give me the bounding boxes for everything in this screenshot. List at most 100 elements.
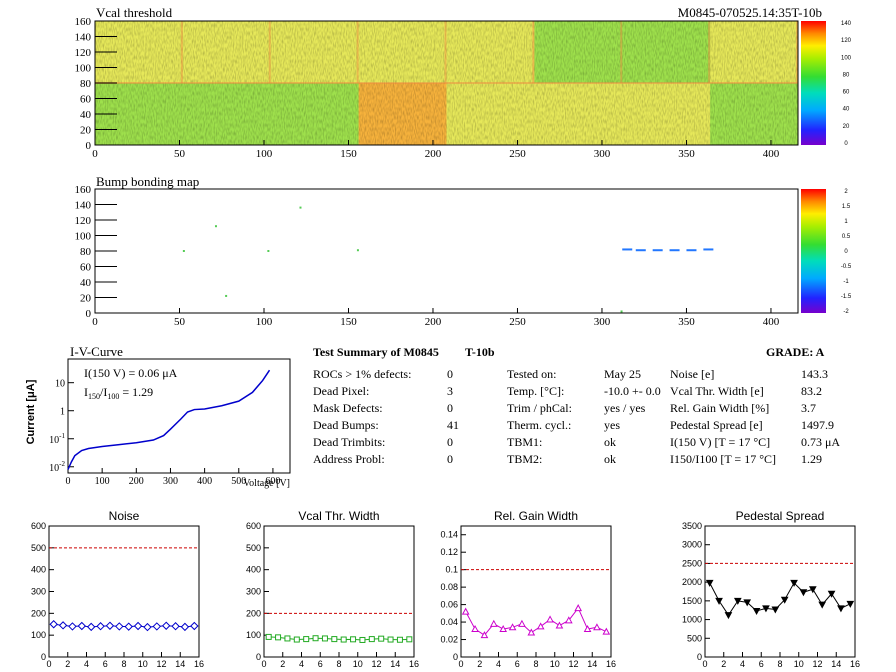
grade: GRADE: A xyxy=(766,345,825,359)
data-point xyxy=(368,636,375,643)
x-tick-label: 200 xyxy=(425,148,442,160)
x-tick-label: 0 xyxy=(702,659,707,669)
x-tick-label: 4 xyxy=(740,659,745,669)
x-tick-label: 10 xyxy=(138,659,148,669)
data-point xyxy=(406,636,413,643)
iv-x-tick-label: 0 xyxy=(66,476,71,487)
palette-tick-label: 60 xyxy=(843,90,850,96)
summary-label: Tested on: xyxy=(507,367,556,381)
vcal-map-title: Vcal threshold xyxy=(96,5,173,20)
x-tick-label: 150 xyxy=(340,148,357,160)
summary-value: 0.73 μA xyxy=(801,435,840,449)
iv-info-current: I(150 V) = 0.06 μA xyxy=(84,366,178,380)
x-tick-label: 14 xyxy=(587,659,597,669)
bump-defect xyxy=(669,249,680,252)
x-tick-label: 10 xyxy=(794,659,804,669)
summary-value: 41 xyxy=(447,418,459,432)
data-point xyxy=(68,622,77,631)
x-tick-label: 8 xyxy=(777,659,782,669)
x-tick-label: 14 xyxy=(390,659,400,669)
palette-tick-label: 1 xyxy=(844,219,848,225)
chart-vcal-thr-width: Vcal Thr. Width 0 2 4 6 8 10 12 14 16 0 100 200 300 40… xyxy=(246,509,419,669)
y-tick-label: 160 xyxy=(75,184,92,196)
summary-value: 0 xyxy=(447,401,453,415)
x-tick-label: 6 xyxy=(759,659,764,669)
x-tick-label: 12 xyxy=(568,659,578,669)
palette-tick-label: 2 xyxy=(844,189,848,195)
palette-tick-label: 0 xyxy=(844,141,848,147)
summary-value: 1.29 xyxy=(801,452,822,466)
x-tick-label: 10 xyxy=(550,659,560,669)
vcal-palette xyxy=(801,21,826,145)
data-point xyxy=(461,607,470,615)
summary-value: -10.0 +- 0.0 xyxy=(604,384,661,398)
y-tick-label: 0.02 xyxy=(440,635,458,645)
y-tick-label: 3500 xyxy=(682,521,702,531)
palette-tick-label: 140 xyxy=(841,21,852,27)
x-tick-label: 350 xyxy=(678,148,695,160)
x-tick-label: 6 xyxy=(103,659,108,669)
bump-defect xyxy=(299,206,302,209)
data-point xyxy=(518,619,526,627)
palette-tick-label: 1.5 xyxy=(842,204,851,210)
x-tick-label: 2 xyxy=(721,659,726,669)
x-tick-label: 8 xyxy=(533,659,538,669)
y-tick-label: 120 xyxy=(75,215,92,227)
y-tick-label: 100 xyxy=(31,630,46,640)
iv-x-tick-label: 500 xyxy=(231,476,246,487)
summary-value: May 25 xyxy=(604,367,641,381)
iv-xlabel: Voltage [V] xyxy=(243,478,290,489)
x-tick-label: 6 xyxy=(515,659,520,669)
x-tick-label: 4 xyxy=(84,659,89,669)
data-point xyxy=(152,622,162,631)
palette-tick-label: 0.5 xyxy=(842,234,851,240)
x-tick-label: 16 xyxy=(850,659,860,669)
palette-tick-label: 40 xyxy=(843,107,850,113)
data-point xyxy=(293,636,300,643)
x-tick-label: 300 xyxy=(594,148,611,160)
data-point xyxy=(303,636,310,643)
y-tick-label: 400 xyxy=(31,565,46,575)
summary-value: 3.7 xyxy=(801,401,816,415)
vcal-map-axes: 0 50 100 150 200 250 300 350 4000204060801001201… xyxy=(75,16,780,160)
y-tick-label: 20 xyxy=(80,293,92,305)
data-point xyxy=(86,622,96,632)
x-tick-label: 14 xyxy=(831,659,841,669)
summary-value: 3 xyxy=(447,384,453,398)
summary-label: Noise [e] xyxy=(670,367,714,381)
x-tick-label: 100 xyxy=(256,316,273,328)
data-point xyxy=(574,604,583,612)
y-tick-label: 0 xyxy=(86,140,92,152)
data-point xyxy=(190,621,199,631)
summary-label: I(150 V) [T = 17 °C] xyxy=(670,435,770,449)
data-point xyxy=(583,625,592,633)
y-tick-label: 40 xyxy=(80,109,92,121)
summary-value: yes / yes xyxy=(604,401,646,415)
data-point xyxy=(359,636,366,643)
iv-y-tick-label: 10-2 xyxy=(49,460,65,474)
data-point xyxy=(536,622,545,630)
data-point xyxy=(115,622,124,631)
series-line xyxy=(465,607,607,636)
palette-tick-label: 20 xyxy=(843,124,850,130)
bump-defect xyxy=(686,249,697,252)
data-point xyxy=(799,589,808,597)
summary-label: Temp. [°C]: xyxy=(507,384,564,398)
data-point xyxy=(378,635,385,642)
x-tick-label: 16 xyxy=(194,659,204,669)
y-tick-label: 300 xyxy=(31,587,46,597)
summary-value: yes xyxy=(604,418,620,432)
x-tick-label: 350 xyxy=(678,316,695,328)
data-point xyxy=(133,621,143,631)
chart-rel-gain-width: Rel. Gain Width 0 2 4 6 8 10 12 14 16 0 0.02 0.04 0.0… xyxy=(440,509,616,669)
chart-noise: Noise 0 2 4 6 8 10 12 14 16 0 100 200 300 400 500 600 xyxy=(31,509,204,669)
x-tick-label: 8 xyxy=(336,659,341,669)
iv-frame xyxy=(67,358,291,474)
x-tick-label: 50 xyxy=(174,148,186,160)
roc-edge xyxy=(356,21,359,83)
data-point xyxy=(96,622,105,631)
chart-title: Pedestal Spread xyxy=(736,509,825,523)
y-tick-label: 600 xyxy=(31,521,46,531)
roc-edge xyxy=(180,21,183,83)
y-tick-label: 400 xyxy=(246,565,261,575)
